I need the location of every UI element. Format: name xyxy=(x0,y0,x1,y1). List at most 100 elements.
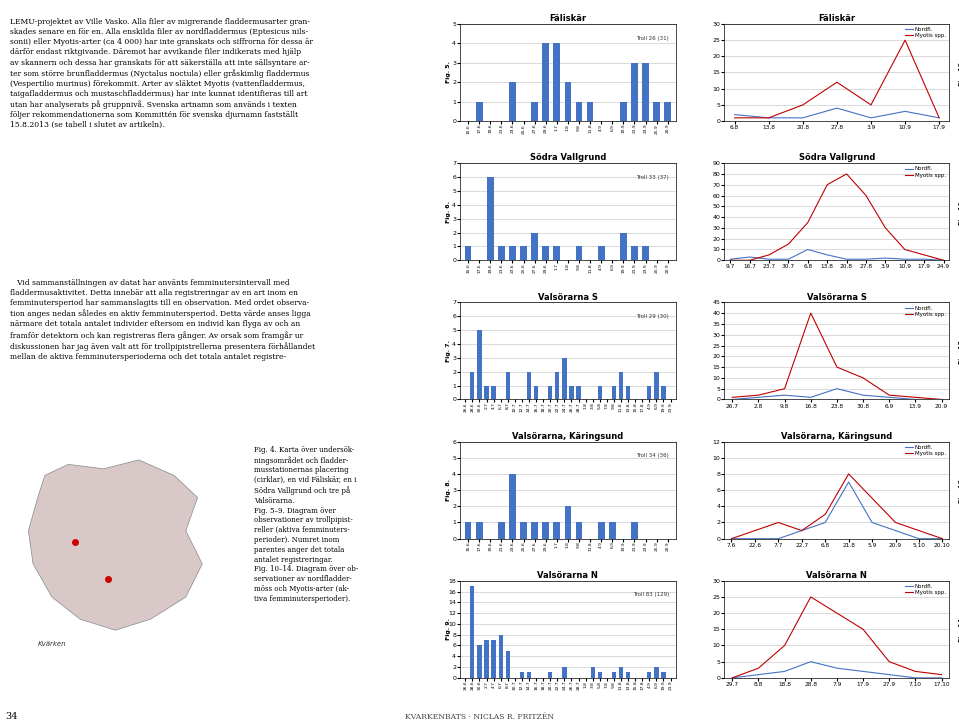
Text: Troll 34 (36): Troll 34 (36) xyxy=(637,453,669,458)
Bar xyxy=(597,523,604,539)
Bar xyxy=(509,474,516,539)
Bar xyxy=(520,673,524,678)
Bar xyxy=(491,640,496,678)
Bar xyxy=(499,634,503,678)
Bar xyxy=(631,247,638,260)
Bar xyxy=(575,102,582,121)
Bar xyxy=(465,523,472,539)
Text: Fig. 4. Karta över undersök-
ningsområdet och fladder-
musstationernas placering: Fig. 4. Karta över undersök- ningsområde… xyxy=(254,446,359,602)
Bar xyxy=(591,667,595,678)
Bar xyxy=(505,372,510,399)
Legend: Nordfl., Myotis spp.: Nordfl., Myotis spp. xyxy=(904,305,947,318)
Title: Valsörarna S: Valsörarna S xyxy=(538,293,597,302)
Bar xyxy=(643,247,649,260)
Title: Valsörarna, Käringsund: Valsörarna, Käringsund xyxy=(512,432,623,441)
Bar xyxy=(549,386,552,399)
Bar xyxy=(575,247,582,260)
Bar xyxy=(570,386,573,399)
Bar xyxy=(549,673,552,678)
Bar xyxy=(498,247,504,260)
Text: Troll 26 (31): Troll 26 (31) xyxy=(637,36,669,41)
Text: Fig. 6.: Fig. 6. xyxy=(446,201,452,223)
Bar xyxy=(509,82,516,121)
Title: Fäliskär: Fäliskär xyxy=(818,14,855,23)
Bar xyxy=(498,523,504,539)
Bar xyxy=(491,386,496,399)
Text: Fig. 7.: Fig. 7. xyxy=(446,340,452,362)
Bar xyxy=(470,372,475,399)
Bar xyxy=(587,102,594,121)
Bar xyxy=(565,82,572,121)
Bar xyxy=(484,640,489,678)
Bar xyxy=(626,386,630,399)
Bar xyxy=(662,673,666,678)
Title: Valsörarna, Käringsund: Valsörarna, Käringsund xyxy=(782,432,893,441)
Text: 34: 34 xyxy=(5,713,17,721)
Bar xyxy=(654,372,659,399)
Bar xyxy=(626,673,630,678)
Bar xyxy=(612,386,616,399)
Bar xyxy=(476,523,482,539)
Bar xyxy=(484,386,489,399)
Bar xyxy=(531,102,538,121)
Bar xyxy=(543,247,550,260)
Bar xyxy=(620,102,627,121)
Bar xyxy=(597,247,604,260)
Bar xyxy=(509,247,516,260)
Bar xyxy=(575,523,582,539)
Text: Troll 29 (30): Troll 29 (30) xyxy=(637,314,669,319)
Bar xyxy=(520,523,526,539)
Title: Södra Vallgrund: Södra Vallgrund xyxy=(529,154,606,162)
Title: Södra Vallgrund: Södra Vallgrund xyxy=(799,154,876,162)
Text: LEMU-projektet av Ville Vasko. Alla filer av migrerande fladdermusarter gran-
sk: LEMU-projektet av Ville Vasko. Alla file… xyxy=(10,18,313,129)
PathPatch shape xyxy=(29,460,202,630)
Legend: Nordfl., Myotis spp.: Nordfl., Myotis spp. xyxy=(904,584,947,596)
Bar xyxy=(597,386,602,399)
Bar xyxy=(534,386,538,399)
Bar xyxy=(565,506,572,539)
Legend: Nordfl., Myotis spp.: Nordfl., Myotis spp. xyxy=(904,27,947,39)
Title: Valsörarna N: Valsörarna N xyxy=(537,571,598,580)
Bar xyxy=(609,523,616,539)
Bar xyxy=(631,523,638,539)
Text: KVARKENBATS · NICLAS R. FRITZÉN: KVARKENBATS · NICLAS R. FRITZÉN xyxy=(405,713,554,721)
Bar xyxy=(620,233,627,260)
Bar xyxy=(520,247,526,260)
Bar xyxy=(505,651,510,678)
Bar xyxy=(662,386,666,399)
Bar xyxy=(619,667,623,678)
Bar xyxy=(576,386,580,399)
Bar xyxy=(562,358,567,399)
Title: Fäliskär: Fäliskär xyxy=(550,14,587,23)
Text: Fig. 8.: Fig. 8. xyxy=(446,479,452,501)
Legend: Nordfl., Myotis spp.: Nordfl., Myotis spp. xyxy=(904,166,947,178)
Bar xyxy=(531,233,538,260)
Bar xyxy=(526,372,531,399)
Bar xyxy=(531,523,538,539)
Bar xyxy=(553,44,560,121)
Bar xyxy=(487,177,494,260)
Bar xyxy=(647,673,651,678)
Bar xyxy=(553,523,560,539)
Bar xyxy=(478,645,481,678)
Bar xyxy=(654,667,659,678)
Bar xyxy=(465,247,472,260)
Text: Troll 33 (37): Troll 33 (37) xyxy=(637,175,669,180)
Bar xyxy=(653,102,660,121)
Bar xyxy=(543,523,550,539)
Bar xyxy=(555,372,559,399)
Bar xyxy=(543,44,550,121)
Text: Kvärken: Kvärken xyxy=(37,641,66,647)
Bar xyxy=(476,102,482,121)
Bar xyxy=(647,386,651,399)
Title: Valsörarna S: Valsörarna S xyxy=(807,293,867,302)
Bar xyxy=(470,586,475,678)
Bar xyxy=(612,673,616,678)
Bar xyxy=(562,667,567,678)
Title: Valsörarna N: Valsörarna N xyxy=(807,571,867,580)
Bar xyxy=(619,372,623,399)
Bar xyxy=(526,673,531,678)
Text: Fig. 5.: Fig. 5. xyxy=(446,62,452,83)
Bar xyxy=(643,63,649,121)
Legend: Nordfl., Myotis spp.: Nordfl., Myotis spp. xyxy=(904,444,947,457)
